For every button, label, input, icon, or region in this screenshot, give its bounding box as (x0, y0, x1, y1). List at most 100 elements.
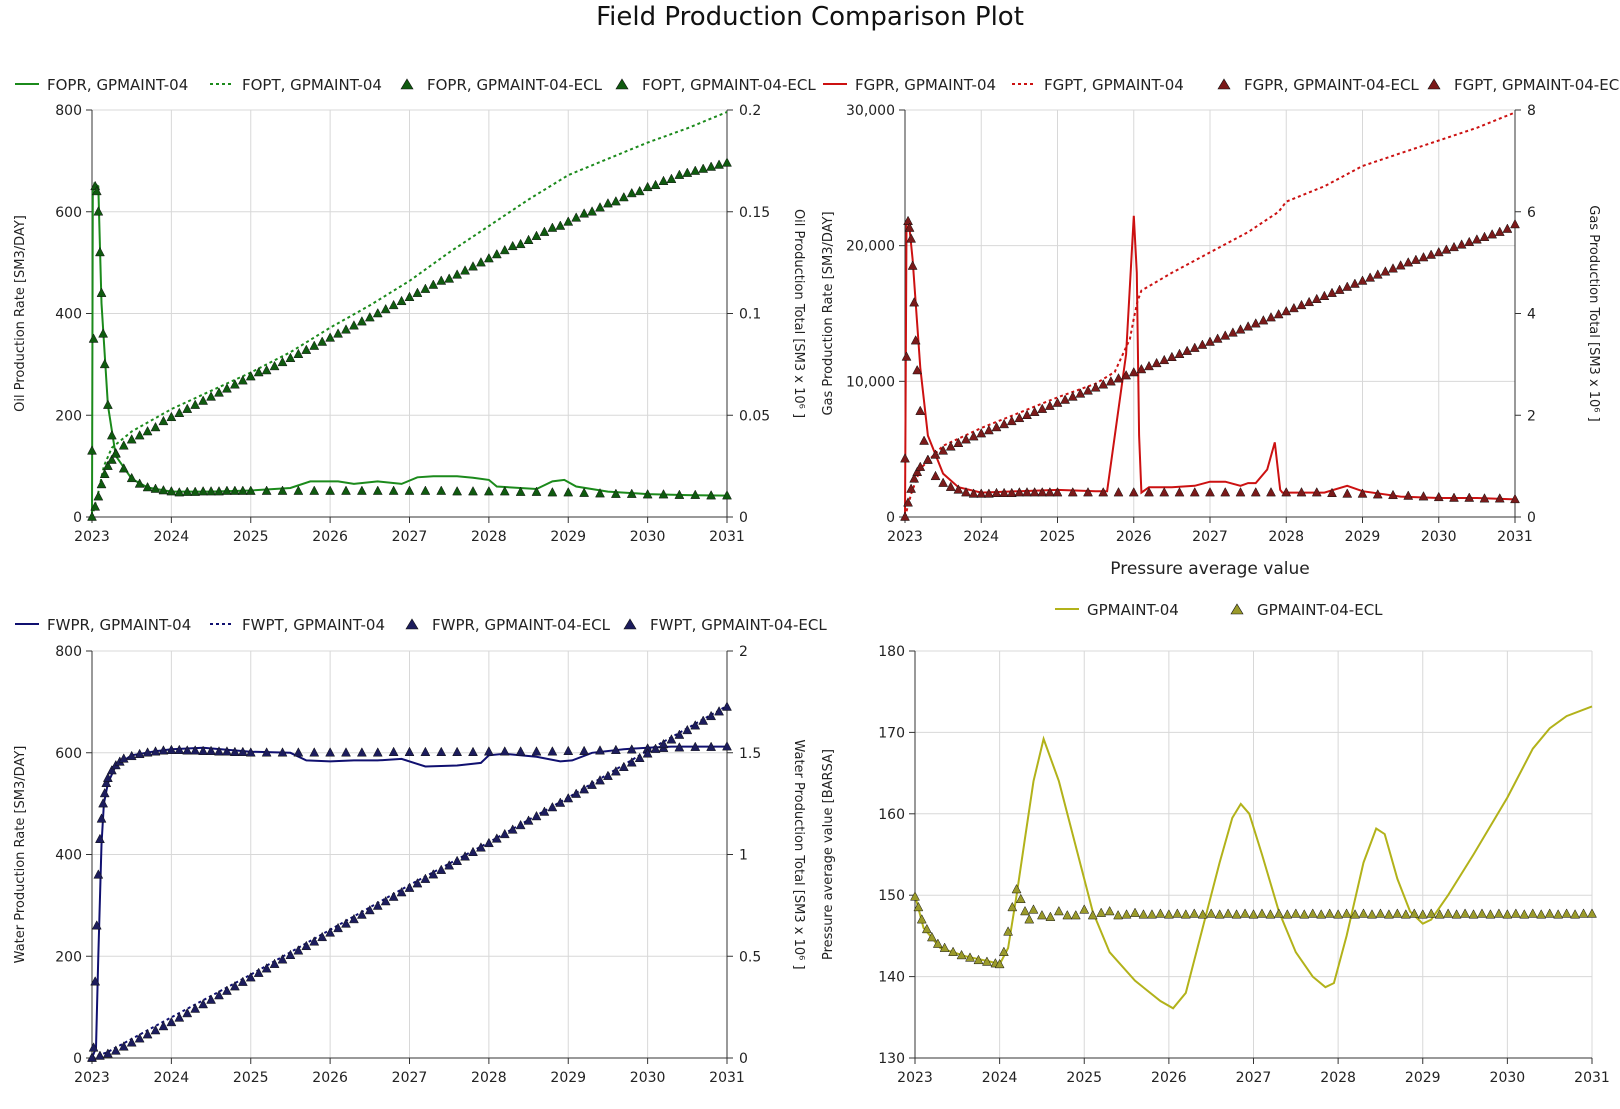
data-point (1172, 908, 1183, 918)
data-point (356, 485, 367, 495)
data-point (714, 159, 724, 169)
legend-item: FOPT, GPMAINT-04 (210, 76, 382, 94)
data-point (1479, 493, 1490, 503)
y-tick-label-right: 6 (1527, 205, 1536, 221)
data-point (1067, 487, 1078, 497)
data-point (1587, 908, 1597, 918)
data-point (166, 411, 177, 422)
data-point (948, 946, 958, 956)
data-point (1327, 487, 1337, 498)
data-point (1519, 909, 1530, 919)
data-point (927, 931, 937, 942)
data-point (1372, 269, 1383, 279)
data-point (452, 855, 463, 865)
data-point (1098, 379, 1109, 389)
data-point (698, 715, 709, 725)
data-point (1324, 908, 1335, 918)
data-point (910, 335, 921, 345)
y-axis-label-right: Gas Production Total [SM3 x 10⁶ ] (1586, 205, 1601, 421)
data-point (1311, 293, 1322, 304)
data-point (547, 801, 558, 812)
data-point (356, 747, 367, 757)
data-point (1341, 908, 1352, 918)
series-fgpr-gpmaint-04-ecl (900, 215, 1520, 504)
data-point (1182, 345, 1193, 355)
y-tick-label-right: 0.5 (739, 949, 761, 965)
data-point (1282, 909, 1293, 919)
data-point (93, 869, 104, 879)
data-point (1456, 239, 1467, 249)
data-point (1159, 354, 1170, 365)
legend-item: FOPR, GPMAINT-04-ECL (400, 76, 603, 94)
data-point (182, 486, 193, 496)
data-point (999, 487, 1010, 498)
data-point (206, 745, 216, 755)
data-point (1052, 487, 1063, 497)
data-point (134, 748, 145, 759)
data-point (222, 383, 232, 393)
data-point (436, 746, 447, 756)
data-point (1257, 908, 1267, 918)
data-point (349, 913, 359, 924)
legend-label: FOPT, GPMAINT-04 (242, 76, 382, 94)
data-point (1494, 493, 1505, 503)
data-point (285, 352, 296, 363)
x-tick-label: 2028 (471, 1070, 507, 1086)
data-point (341, 324, 351, 334)
data-point (1130, 907, 1140, 917)
x-tick-label: 2028 (1268, 529, 1304, 545)
data-point (380, 895, 391, 906)
data-point (547, 487, 558, 497)
data-point (499, 486, 510, 496)
data-point (1296, 299, 1307, 310)
data-point (515, 486, 526, 496)
legend-marker-icon (1217, 78, 1231, 90)
y-tick-label-right: 1.5 (739, 746, 761, 762)
data-point (626, 757, 637, 767)
data-point (317, 931, 328, 942)
data-point (1029, 487, 1040, 497)
data-point (913, 901, 924, 912)
data-point (539, 226, 550, 236)
data-point (222, 746, 232, 756)
legend-marker-icon (1427, 78, 1441, 90)
data-point (277, 747, 288, 757)
data-point (468, 261, 478, 271)
data-point (953, 484, 964, 494)
data-point (110, 448, 121, 458)
data-point (150, 421, 161, 432)
y-axis-label-left: Pressure average value [BARSA] (821, 749, 836, 960)
data-point (88, 333, 99, 343)
data-point (126, 472, 137, 483)
data-point (106, 430, 117, 440)
data-point (1014, 412, 1025, 423)
data-point (341, 918, 351, 928)
data-point (491, 833, 502, 843)
data-point (118, 440, 129, 450)
data-point (968, 431, 979, 441)
data-point (531, 746, 542, 756)
data-point (404, 291, 415, 301)
data-point (468, 746, 478, 756)
data-point (1087, 910, 1098, 920)
data-point (610, 766, 621, 776)
y-tick-label-right: 2 (1527, 408, 1536, 424)
data-point (956, 949, 967, 960)
data-point (682, 167, 693, 177)
data-point (237, 976, 248, 986)
data-point (436, 275, 447, 285)
data-point (1159, 487, 1170, 497)
data-point (642, 748, 653, 758)
legend-marker-icon (400, 78, 414, 90)
data-point (87, 511, 97, 521)
data-point (1113, 487, 1124, 497)
data-point (404, 746, 415, 756)
data-point (1409, 908, 1420, 918)
data-point (88, 1042, 99, 1052)
data-point (222, 485, 232, 495)
data-point (301, 344, 312, 354)
data-point (1383, 909, 1394, 919)
x-tick-label: 2030 (630, 1070, 666, 1086)
data-point (1375, 908, 1386, 918)
